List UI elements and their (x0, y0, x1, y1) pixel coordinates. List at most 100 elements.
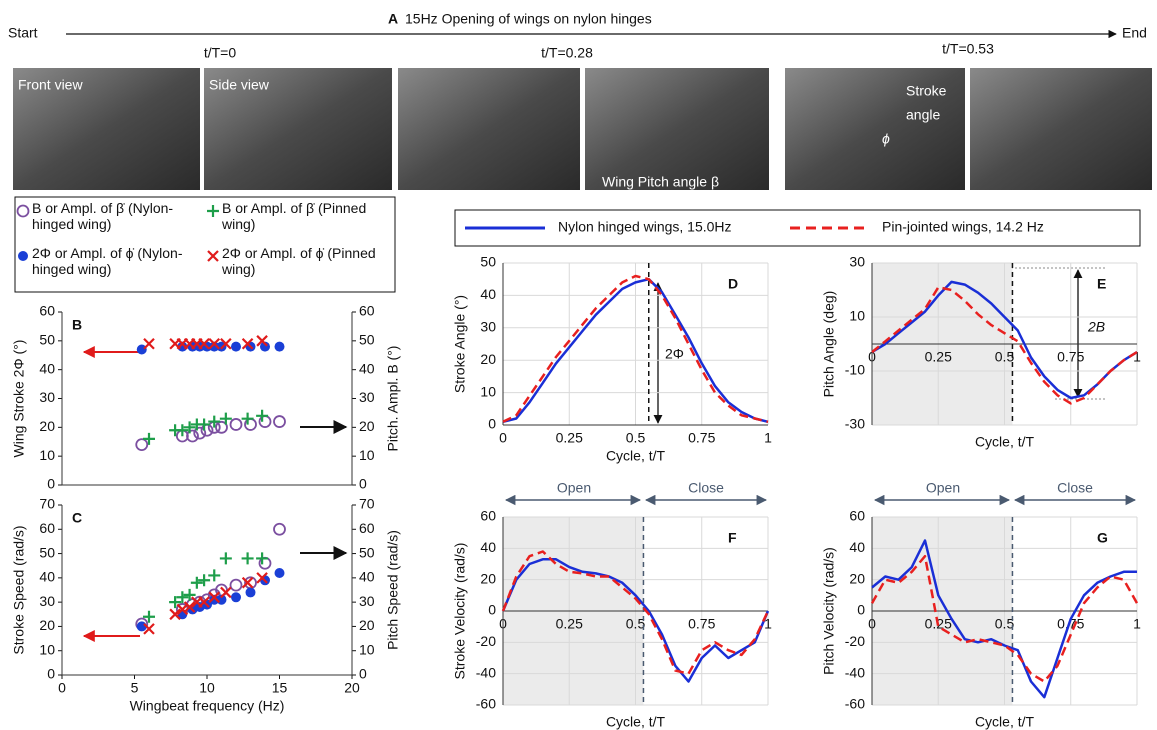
y2-tick-label: 20 (359, 617, 375, 633)
point (198, 574, 211, 587)
photo-label: Side view (209, 77, 270, 93)
series-line (871, 539, 1137, 699)
point (245, 587, 256, 598)
point (209, 594, 220, 605)
legend-marker (16, 204, 30, 218)
point (274, 341, 285, 352)
x-tick-label: 1 (1133, 349, 1141, 365)
y-tick-label: 60 (39, 303, 55, 319)
point (208, 591, 221, 604)
y-tick-label: 40 (480, 539, 496, 555)
y-tick-label: 40 (480, 286, 496, 302)
y-tick-label: 50 (39, 332, 55, 348)
point (176, 603, 189, 616)
point (135, 438, 149, 452)
y-axis-label: Stroke Velocity (rad/s) (452, 543, 468, 680)
point (208, 337, 221, 350)
y2-tick-label: 20 (359, 418, 375, 434)
y-tick-label: 10 (39, 641, 55, 657)
y2-tick-label: 40 (359, 360, 375, 376)
point (208, 569, 221, 582)
point (256, 572, 268, 584)
x-axis-label: Cycle, t/T (606, 448, 666, 464)
point (273, 415, 286, 428)
point (274, 568, 285, 578)
phase-label: Close (688, 480, 724, 496)
photo-label: Stroke (906, 83, 947, 99)
x-tick-label: 0 (58, 680, 66, 696)
y-tick-label: 60 (849, 508, 865, 524)
point (273, 522, 286, 536)
x-tick-label: 0.25 (556, 430, 583, 446)
y-tick-label: 20 (39, 418, 55, 434)
legend-entry: 2Φ or Ampl. of ϕ̇ (Pinned wing) (222, 245, 376, 277)
point (190, 576, 203, 589)
y-tick-label: 40 (39, 569, 55, 585)
panel-letter: F (728, 530, 737, 546)
x-tick-label: 10 (199, 680, 215, 696)
x-tick-label: 0.25 (556, 616, 583, 632)
point (229, 418, 243, 431)
series-line (502, 277, 769, 424)
y2-tick-label: 60 (359, 303, 375, 319)
panel-letter: E (1097, 276, 1106, 292)
x-axis-label: Cycle, t/T (606, 714, 666, 730)
photo (970, 68, 1152, 190)
y2-tick-label: 30 (359, 593, 375, 609)
panel-letter: C (72, 510, 82, 526)
legend-marker (207, 250, 219, 262)
y2-tick-label: 50 (359, 332, 375, 348)
point (209, 341, 220, 352)
point (177, 341, 188, 352)
point (219, 552, 232, 565)
y-tick-label: 50 (39, 544, 55, 560)
point (220, 586, 232, 599)
y2-tick-label: 70 (359, 496, 375, 512)
legend-box (14, 196, 396, 293)
y-axis-label: Stroke Angle (°) (452, 295, 468, 393)
x-tick-label: 0.5 (995, 616, 1015, 632)
x-axis-label: Cycle, t/T (975, 714, 1035, 730)
y-tick-label: -40 (476, 664, 496, 680)
y-tick-label: 30 (849, 254, 865, 270)
point (143, 432, 155, 445)
panel-letter: A (388, 11, 398, 27)
photo (13, 68, 200, 190)
point (183, 601, 196, 613)
y-axis-label: Pitch Velocity (rad/s) (821, 547, 837, 675)
y-tick-label: -30 (845, 416, 865, 432)
series-line (501, 558, 770, 683)
point (256, 409, 269, 422)
legend-entry: B or Ampl. of β̇ (Nylon-hinged wing) (32, 200, 174, 232)
series-line (501, 550, 770, 675)
y2-axis-label: Pitch. Ampl. B (°) (385, 346, 401, 452)
y2-tick-label: 40 (359, 569, 375, 585)
series-line (871, 286, 1138, 405)
y-tick-label: 0 (47, 666, 55, 682)
y-tick-label: 40 (849, 539, 865, 555)
point (229, 578, 243, 592)
x-tick-label: 0 (499, 430, 507, 446)
y-tick-label: 20 (849, 570, 865, 586)
point (176, 424, 189, 437)
y-tick-label: 0 (857, 602, 865, 618)
point (143, 623, 155, 635)
y-axis-label: Pitch Angle (deg) (821, 291, 837, 398)
end-label: End (1122, 25, 1147, 41)
photo-label: angle (906, 107, 940, 123)
x-tick-label: 0.25 (925, 349, 952, 365)
point (183, 421, 196, 434)
y-tick-label: -10 (845, 362, 865, 378)
y2-tick-label: 50 (359, 544, 375, 560)
y2-tick-label: 10 (359, 641, 375, 657)
point (241, 552, 254, 565)
x-axis-label: Cycle, t/T (975, 434, 1035, 450)
point (241, 576, 254, 589)
point (219, 412, 232, 425)
y-tick-label: -20 (476, 633, 496, 649)
y-tick-label: 0 (488, 416, 496, 432)
point (220, 337, 232, 350)
y-tick-label: 40 (39, 360, 55, 376)
photo (398, 68, 580, 190)
y-tick-label: -60 (845, 696, 865, 712)
